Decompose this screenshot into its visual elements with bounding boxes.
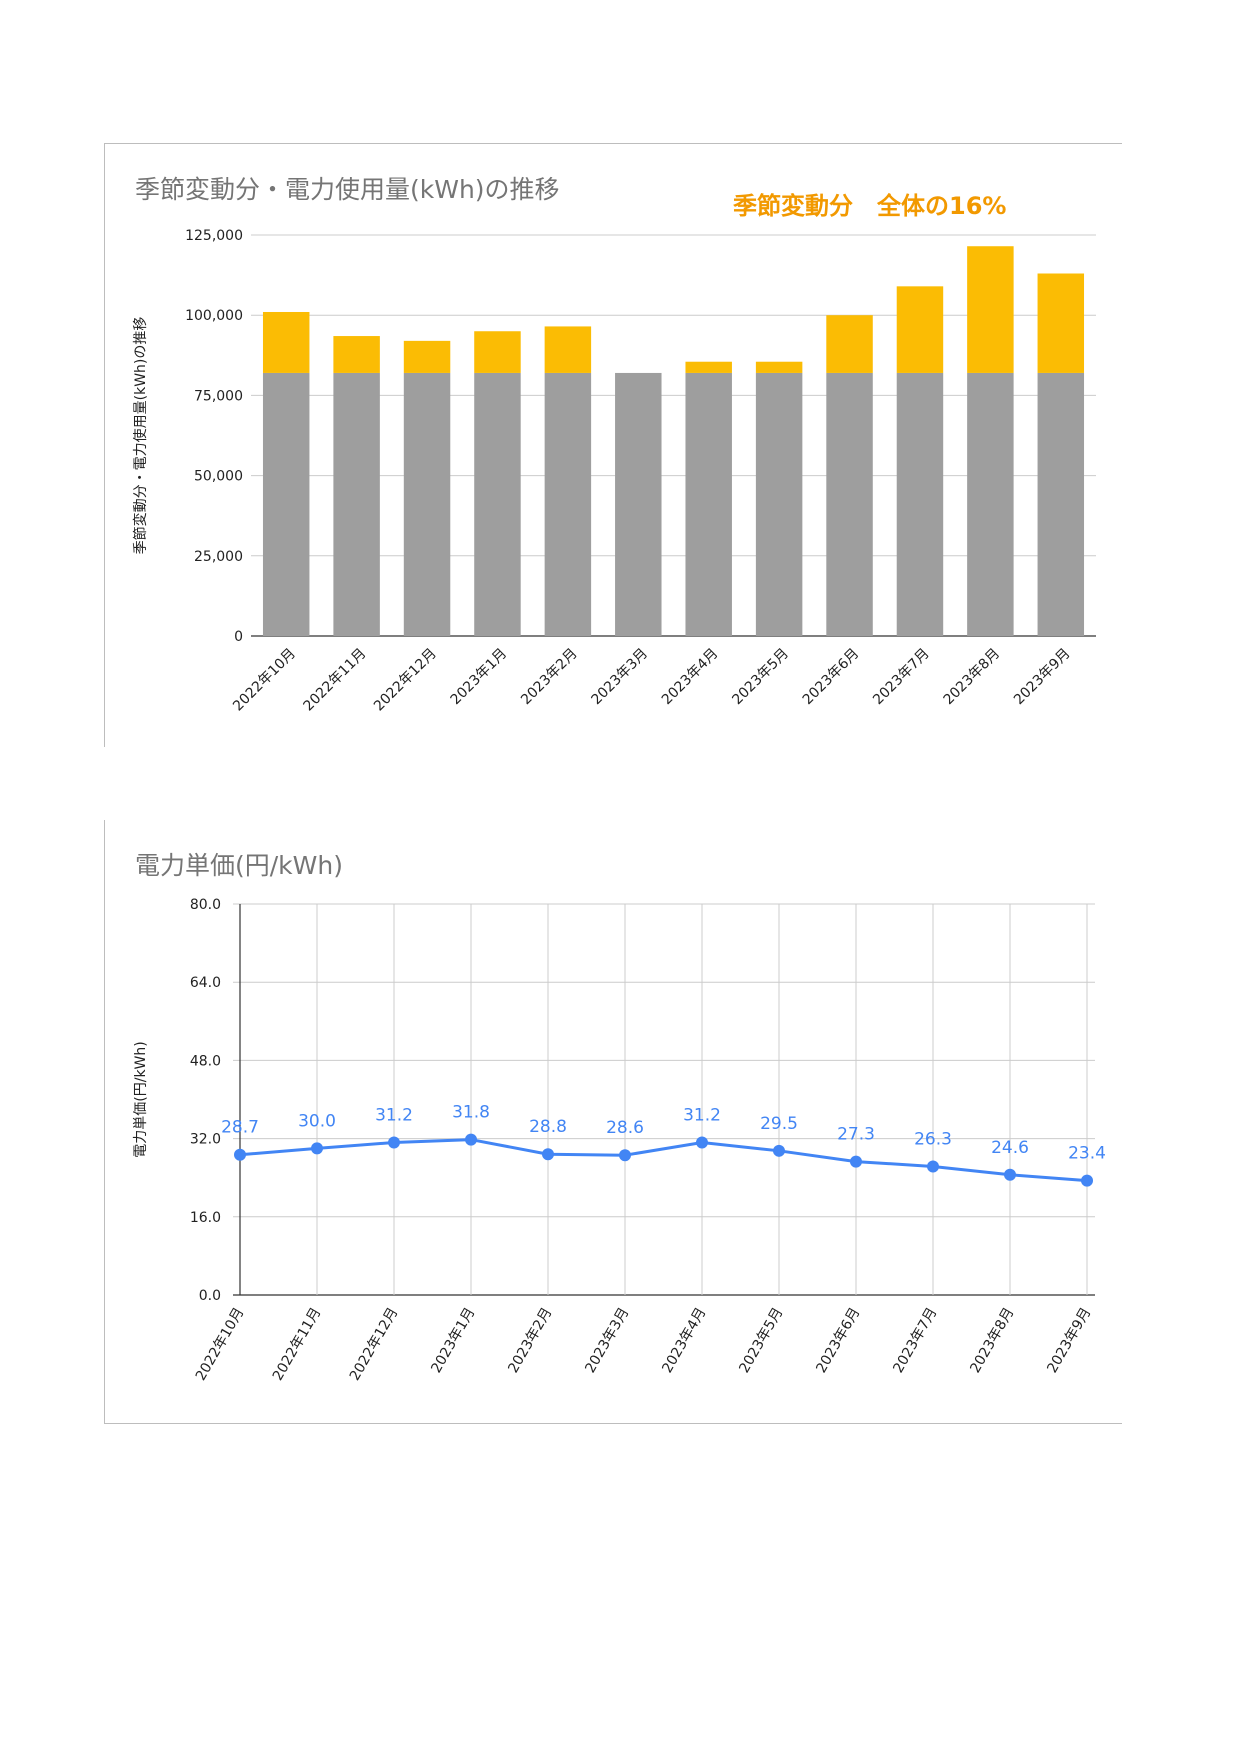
y-tick-label: 0 [234,629,243,645]
usage-bar-chart: 0 25,000 50,000 75,000 100,000 125,000 2022年10… [132,228,1096,715]
x-tick-label: 2023年1月 [428,1305,478,1376]
bar-seasonal [685,361,732,373]
x-tick-label: 2023年9月 [1011,646,1074,709]
x-tick-label: 2022年11月 [301,646,370,715]
price-point [311,1142,323,1155]
data-label: 30.0 [298,1111,336,1131]
x-tick-label: 2023年6月 [813,1305,863,1376]
x-tick-label: 2023年3月 [582,1305,632,1376]
bar-base [262,372,310,636]
x-tick-label: 2022年10月 [230,646,299,715]
price-point [1004,1168,1016,1181]
bar-seasonal [896,286,944,373]
y-tick-label: 64.0 [190,975,221,991]
y-tick-label: 16.0 [190,1210,221,1226]
bar-seasonal [403,340,451,373]
x-tick-label: 2023年5月 [729,646,792,709]
y-axis-title: 季節変動分・電力使用量(kWh)の推移 [132,317,149,555]
price-point [234,1148,246,1161]
bar-base [896,372,944,636]
data-label: 26.3 [914,1129,952,1149]
bar-base [967,372,1014,636]
bar-seasonal [544,326,592,373]
x-tick-label: 2023年4月 [659,646,722,709]
price-point [927,1160,939,1173]
y-tick-label: 80.0 [190,897,221,913]
y-tick-label: 75,000 [194,388,243,404]
data-label: 23.4 [1068,1144,1106,1164]
data-label: 24.6 [991,1138,1029,1158]
data-label: 31.8 [452,1103,490,1123]
x-tick-label: 2023年4月 [659,1305,709,1376]
x-tick-label: 2023年8月 [967,1305,1017,1376]
x-tick-label: 2023年2月 [518,646,581,709]
x-tick-label: 2023年5月 [736,1305,786,1376]
price-point [773,1144,785,1157]
bar-base [403,372,451,636]
bar-seasonal [333,336,380,373]
price-point [542,1148,554,1161]
bar-seasonal [474,331,521,373]
bar-base [544,372,592,636]
x-tick-label: 2023年8月 [941,646,1004,709]
data-label: 28.8 [529,1117,567,1137]
usage-chart-title: 季節変動分・電力使用量(kWh)の推移 [135,175,560,204]
y-tick-label: 50,000 [194,469,243,485]
y-tick-label: 32.0 [190,1132,221,1148]
x-tick-label: 2022年12月 [371,646,440,715]
y-tick-label: 100,000 [185,308,243,324]
data-label: 31.2 [683,1106,721,1126]
y-tick-label: 48.0 [190,1053,221,1069]
y-tick-label: 125,000 [185,228,243,244]
bar-seasonal [1037,273,1085,373]
x-tick-label: 2023年1月 [448,646,511,709]
y-tick-label: 25,000 [194,549,243,565]
price-line [239,1138,1088,1183]
x-tick-label: 2023年7月 [890,1305,940,1376]
price-point [850,1155,862,1168]
y-axis-title: 電力単価(円/kWh) [133,1041,149,1157]
x-tick-label: 2023年7月 [870,646,933,709]
seasonal-share-annotation: 季節変動分 全体の16% [733,192,1007,220]
x-tick-label: 2023年9月 [1044,1305,1094,1376]
price-point [465,1133,477,1146]
bar-seasonal [262,311,310,373]
price-point [388,1136,400,1149]
bar-seasonal [755,361,803,373]
data-label: 28.7 [221,1118,259,1138]
bar-base [685,372,732,636]
bar-seasonal [826,315,873,373]
bar-base [333,372,380,636]
bar-base [474,372,521,636]
price-point [619,1149,631,1162]
x-tick-label: 2023年3月 [589,646,652,709]
data-label: 28.6 [606,1118,644,1138]
x-tick-label: 2022年12月 [347,1305,402,1384]
price-point [1081,1174,1093,1187]
data-label: 31.2 [375,1106,413,1126]
bar-base [826,372,873,636]
x-tick-label: 2023年2月 [505,1305,555,1376]
x-tick-label: 2022年11月 [270,1305,325,1384]
bar-base [615,372,662,636]
unit-price-chart-title: 電力単価(円/kWh) [135,851,343,880]
data-label: 27.3 [837,1125,875,1145]
unit-price-line-chart: 0.0 16.0 32.0 48.0 64.0 80.0 2022年10月 2022年11月 2… [133,897,1106,1384]
bar-seasonal [967,246,1014,373]
unit-price-chart-panel: 電力単価(円/kWh) 0.0 16.0 32.0 48.0 64.0 80.0 2022年… [104,820,1122,1424]
bar-base [1037,372,1085,636]
y-tick-label: 0.0 [199,1288,221,1304]
bar-base [755,372,803,636]
x-tick-label: 2023年6月 [800,646,863,709]
usage-chart-panel: 季節変動分・電力使用量(kWh)の推移 季節変動分 全体の16% 0 25,000… [104,143,1122,747]
x-tick-label: 2022年10月 [193,1305,248,1384]
price-point [696,1136,708,1149]
data-label: 29.5 [760,1114,798,1134]
